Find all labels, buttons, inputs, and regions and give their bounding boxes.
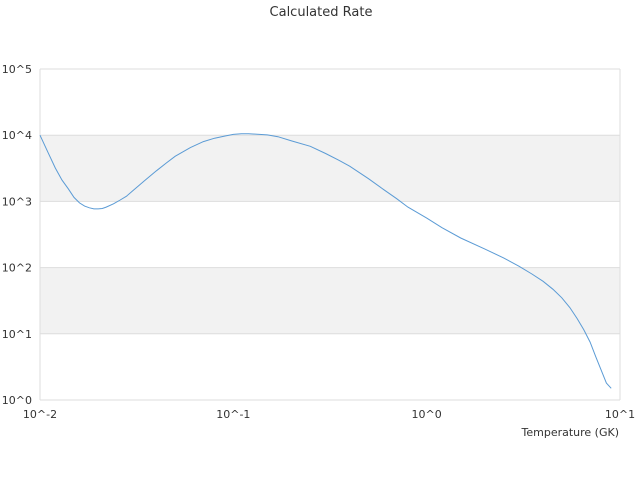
y-tick-label: 10^5 bbox=[2, 63, 32, 76]
x-tick-label: 10^0 bbox=[412, 408, 442, 421]
series-layer bbox=[39, 133, 612, 389]
plot-band bbox=[40, 267, 620, 334]
x-tick-label: 10^-1 bbox=[216, 408, 250, 421]
y-tick-label: 10^1 bbox=[2, 328, 32, 341]
y-tick-label: 10^0 bbox=[2, 394, 32, 407]
x-tick-label: 10^1 bbox=[605, 408, 635, 421]
x-axis-ticks: 10^-2 10^-1 10^0 10^1 bbox=[23, 408, 635, 421]
y-tick-label: 10^3 bbox=[2, 195, 32, 208]
x-axis-label: Temperature (GK) bbox=[521, 426, 620, 439]
gridlines bbox=[39, 68, 621, 401]
chart-title: Calculated Rate bbox=[270, 5, 373, 20]
rate-series-line bbox=[39, 133, 612, 389]
y-tick-label: 10^4 bbox=[2, 129, 32, 142]
plot-bands bbox=[40, 135, 620, 334]
y-axis-ticks: 10^0 10^1 10^2 10^3 10^4 10^5 bbox=[2, 63, 32, 407]
y-tick-label: 10^2 bbox=[2, 262, 32, 275]
plot-band bbox=[40, 135, 620, 202]
x-tick-label: 10^-2 bbox=[23, 408, 57, 421]
